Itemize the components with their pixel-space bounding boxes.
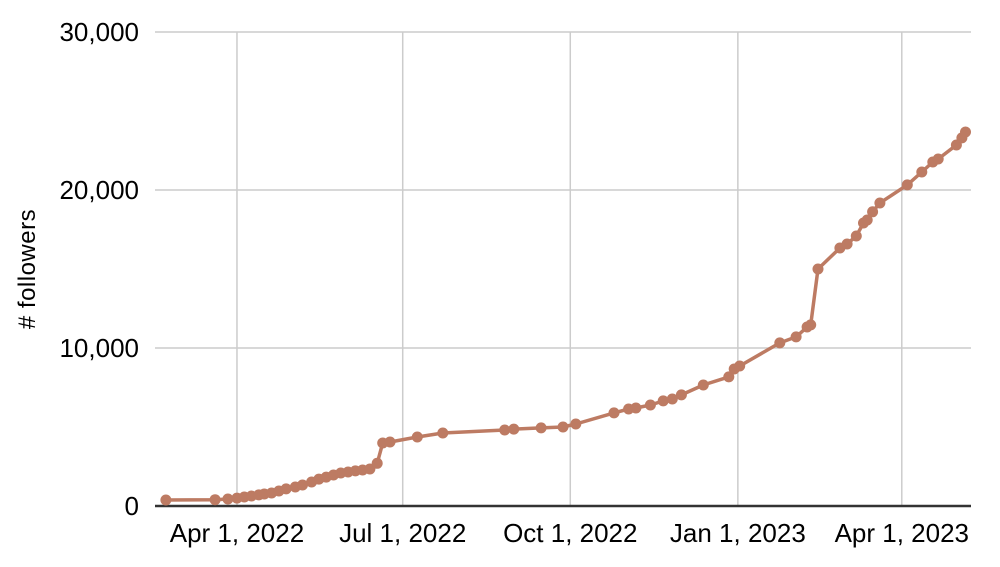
x-tick-label: Jul 1, 2022	[339, 518, 466, 548]
y-tick-label: 20,000	[59, 175, 139, 205]
data-point	[499, 424, 511, 436]
data-point	[774, 337, 786, 349]
data-point	[734, 360, 746, 372]
data-point	[222, 493, 234, 505]
data-point	[723, 371, 735, 383]
data-point	[570, 418, 582, 430]
data-point	[901, 179, 913, 191]
data-point	[437, 427, 449, 439]
data-point	[384, 436, 396, 448]
data-point	[557, 421, 569, 433]
x-tick-label: Jan 1, 2023	[670, 518, 806, 548]
series-line	[164, 130, 968, 502]
data-point	[535, 422, 547, 434]
data-point	[675, 389, 687, 401]
data-point	[297, 479, 308, 491]
data-point	[280, 483, 292, 495]
data-point	[932, 153, 944, 165]
data-point	[867, 206, 879, 218]
data-point	[209, 494, 221, 506]
data-point	[960, 126, 971, 138]
data-point	[371, 457, 383, 469]
data-point	[812, 263, 824, 275]
x-tick-label: Apr 1, 2022	[170, 518, 304, 548]
data-point	[608, 407, 620, 419]
data-point	[916, 166, 928, 178]
data-point	[790, 331, 802, 343]
data-point	[805, 319, 817, 331]
data-point	[850, 230, 862, 242]
y-tick-label: 30,000	[59, 17, 139, 47]
data-point	[657, 395, 669, 407]
data-point	[644, 399, 656, 411]
x-tick-label: Apr 1, 2023	[835, 518, 969, 548]
data-point	[508, 423, 520, 435]
data-point	[160, 494, 172, 506]
data-point	[411, 431, 423, 443]
y-axis-title: # followers	[14, 208, 41, 330]
y-tick-label: 0	[125, 491, 139, 521]
data-point	[697, 379, 709, 391]
data-point	[861, 214, 873, 226]
x-tick-label: Oct 1, 2022	[503, 518, 637, 548]
data-point	[630, 402, 642, 414]
data-point	[666, 393, 678, 405]
data-point	[874, 197, 886, 209]
y-tick-label: 10,000	[59, 333, 139, 363]
data-point	[841, 238, 853, 250]
